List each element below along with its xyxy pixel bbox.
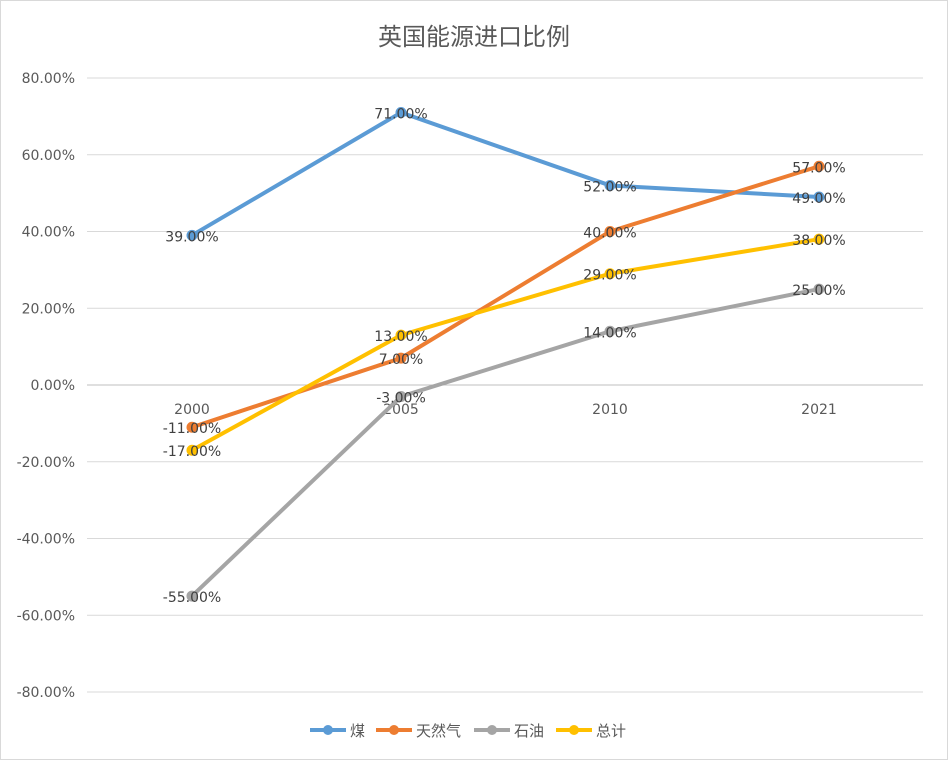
legend-marker [569, 725, 579, 735]
data-point [395, 352, 407, 364]
legend-marker [487, 725, 497, 735]
data-label: -11.00% [163, 421, 221, 437]
data-point [813, 233, 825, 245]
legend-marker [389, 725, 399, 735]
series-line [190, 110, 821, 238]
series-line [190, 164, 821, 430]
y-tick-label: -80.00% [17, 685, 75, 701]
legend-label: 总计 [596, 722, 626, 740]
y-tick-label: -20.00% [17, 455, 75, 471]
data-point [604, 179, 616, 191]
y-tick-label: 60.00% [22, 148, 75, 164]
data-label: 57.00% [792, 160, 845, 176]
y-tick-label: 20.00% [22, 301, 75, 317]
legend-label: 天然气 [416, 722, 461, 740]
data-point [604, 268, 616, 280]
data-point [395, 107, 407, 119]
data-point [186, 444, 198, 456]
data-label: -17.00% [163, 444, 221, 460]
data-label: 39.00% [165, 229, 218, 245]
data-label: 14.00% [583, 325, 636, 341]
x-tick-label: 2010 [592, 402, 628, 418]
data-label: -55.00% [163, 590, 221, 606]
data-point [813, 283, 825, 295]
series-line [190, 237, 821, 453]
data-label: -3.00% [376, 391, 426, 407]
data-point [395, 329, 407, 341]
y-tick-label: -60.00% [17, 608, 75, 624]
data-label: 25.00% [792, 283, 845, 299]
data-label: 49.00% [792, 191, 845, 207]
data-label: 7.00% [379, 352, 423, 368]
y-tick-label: 40.00% [22, 225, 75, 241]
data-label: 38.00% [792, 233, 845, 249]
y-tick-label: 0.00% [31, 378, 75, 394]
y-tick-label: -40.00% [17, 532, 75, 548]
legend-marker [323, 725, 333, 735]
data-label: 40.00% [583, 226, 636, 242]
legend-label: 石油 [514, 722, 544, 740]
data-point [813, 191, 825, 203]
series-line [190, 287, 821, 599]
chart-title: 英国能源进口比例 [378, 23, 570, 51]
data-label: 29.00% [583, 268, 636, 284]
data-point [186, 590, 198, 602]
data-label: 71.00% [374, 107, 427, 123]
x-tick-label: 2021 [801, 402, 837, 418]
data-point [813, 160, 825, 172]
data-point [186, 229, 198, 241]
data-label: 13.00% [374, 329, 427, 345]
x-tick-label: 2000 [174, 402, 210, 418]
data-label: 52.00% [583, 179, 636, 195]
data-point [604, 226, 616, 237]
legend-label: 煤 [350, 722, 365, 740]
data-point [604, 325, 616, 337]
data-point [186, 421, 198, 433]
data-point [395, 391, 407, 403]
y-tick-label: 80.00% [22, 71, 75, 87]
